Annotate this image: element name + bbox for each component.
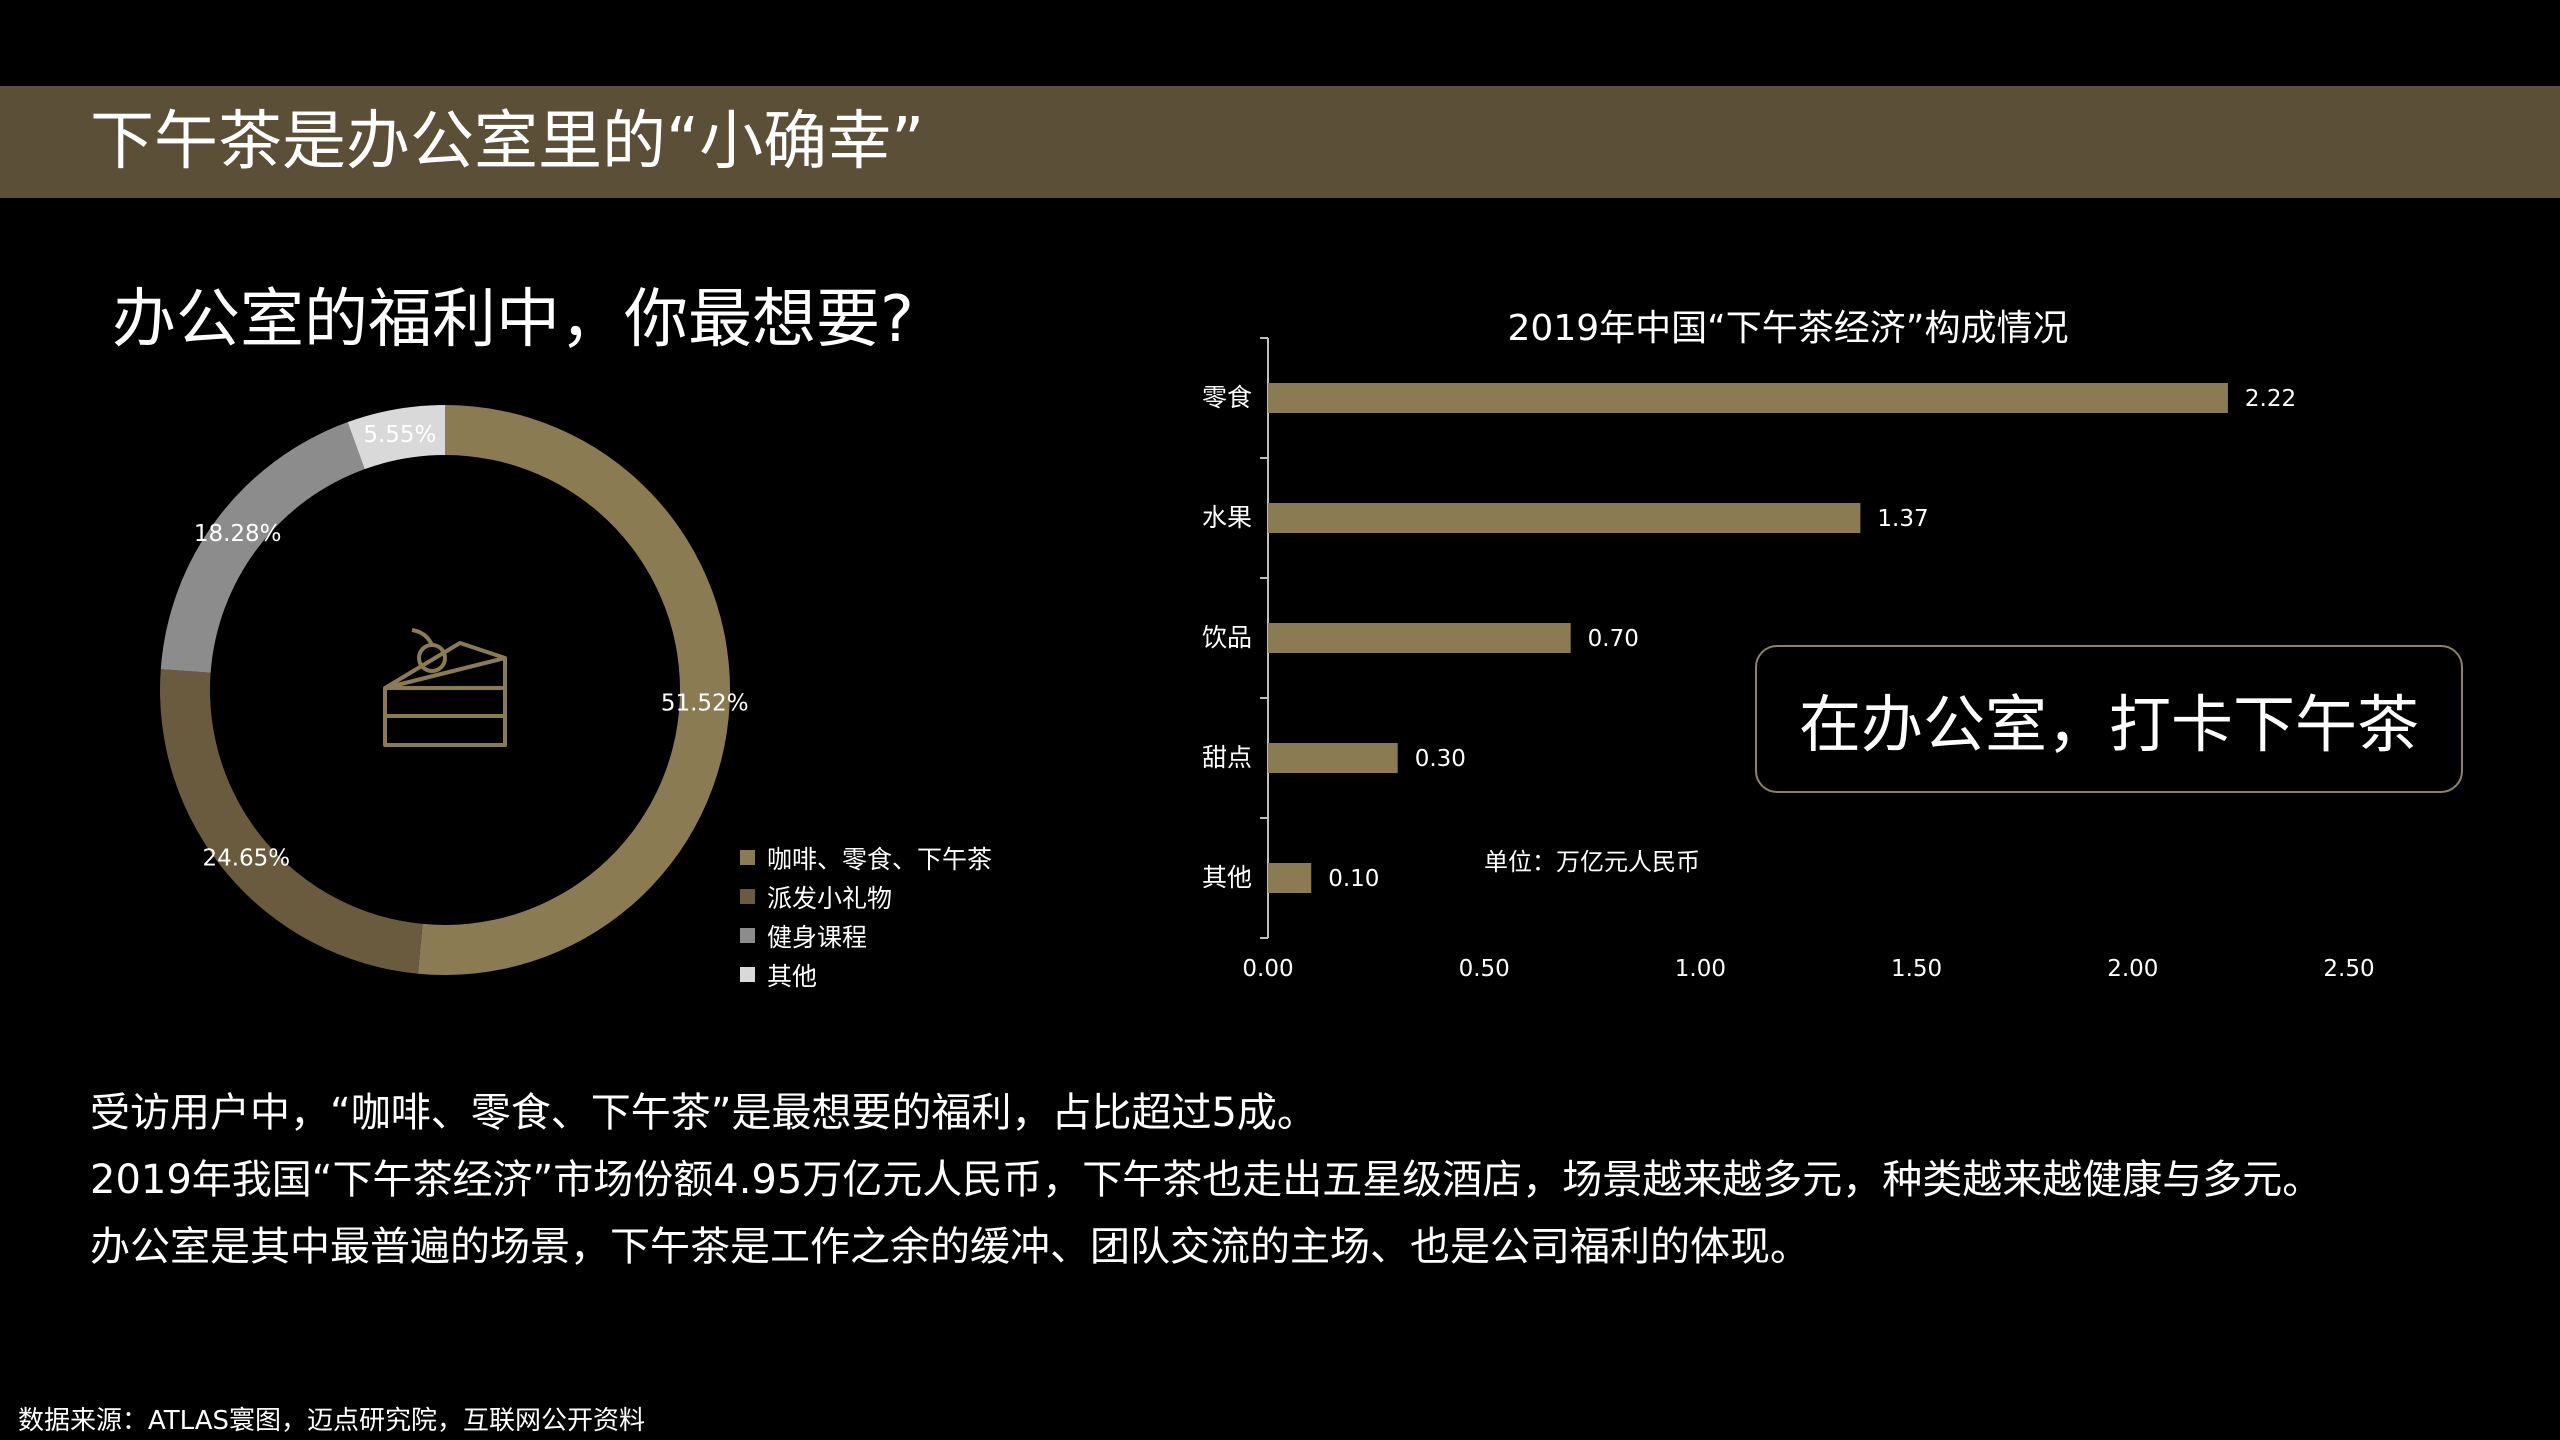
category-label: 其他 xyxy=(1202,863,1252,892)
bar-value-label: 0.10 xyxy=(1328,866,1379,892)
legend-label: 其他 xyxy=(767,961,818,991)
description-line: 受访用户中，“咖啡、零食、下午茶”是最想要的福利，占比超过5成。 xyxy=(90,1090,1317,1136)
x-tick-label: 1.00 xyxy=(1675,956,1726,982)
legend-swatch xyxy=(740,967,755,982)
legend-label: 健身课程 xyxy=(767,922,868,952)
legend-swatch xyxy=(740,850,755,865)
x-tick-label: 2.50 xyxy=(2323,956,2374,982)
donut-slice-label: 18.28% xyxy=(194,521,282,547)
donut-slice-label: 51.52% xyxy=(661,690,749,716)
page-title: 下午茶是办公室里的“小确幸” xyxy=(90,105,925,179)
category-label: 水果 xyxy=(1202,503,1252,532)
bar xyxy=(1268,503,1861,533)
donut-slice-label: 24.65% xyxy=(202,846,290,872)
description-paragraph: 受访用户中，“咖啡、零食、下午茶”是最想要的福利，占比超过5成。 2019年我国… xyxy=(90,1080,2322,1281)
legend-swatch xyxy=(740,928,755,943)
bar-chart-title: 2019年中国“下午茶经济”构成情况 xyxy=(1508,308,2069,349)
legend-label: 咖啡、零食、下午茶 xyxy=(767,844,993,874)
description-line: 办公室是其中最普遍的场景，下午茶是工作之余的缓冲、团队交流的主场、也是公司福利的… xyxy=(90,1224,1810,1270)
category-label: 零食 xyxy=(1202,383,1252,412)
category-label: 甜点 xyxy=(1202,743,1252,772)
description-line: 2019年我国“下午茶经济”市场份额4.95万亿元人民币，下午茶也走出五星级酒店… xyxy=(90,1157,2323,1203)
x-tick-label: 0.00 xyxy=(1242,956,1293,982)
bar xyxy=(1268,383,2228,413)
bar-chart: 2019年中国“下午茶经济”构成情况 0.00 0.50 1.00 1.50 2.00 2… xyxy=(1202,308,2375,982)
bar-value-label: 0.30 xyxy=(1415,746,1466,772)
title-bar: 下午茶是办公室里的“小确幸” xyxy=(0,86,2560,198)
donut-legend: 咖啡、零食、下午茶 派发小礼物健身课程其他 xyxy=(740,838,992,994)
source-note: 数据来源：ATLAS寰图，迈点研究院，互联网公开资料 xyxy=(18,1406,646,1436)
x-tick-label: 0.50 xyxy=(1459,956,1510,982)
donut-slice xyxy=(160,422,365,673)
donut-slice-label: 5.55% xyxy=(363,422,436,448)
cake-slice-icon xyxy=(383,628,507,747)
donut-section-question: 办公室的福利中，你最想要? xyxy=(112,283,914,357)
bar-value-label: 0.70 xyxy=(1588,626,1639,652)
legend-label: 派发小礼物 xyxy=(767,883,893,913)
x-tick-label: 1.50 xyxy=(1891,956,1942,982)
legend-item: 健身课程 xyxy=(740,916,992,955)
donut-slice xyxy=(159,669,423,974)
category-label: 饮品 xyxy=(1202,623,1252,652)
donut-slice xyxy=(347,405,445,470)
bar-value-label: 2.22 xyxy=(2245,386,2296,412)
callout-box: 在办公室，打卡下午茶 xyxy=(1755,645,2463,793)
bar xyxy=(1268,743,1398,773)
bar-value-label: 1.37 xyxy=(1877,506,1928,532)
donut-chart: 51.52% 24.65% 18.28% 5.55% xyxy=(159,405,749,975)
bar xyxy=(1268,863,1312,893)
legend-swatch xyxy=(740,889,755,904)
legend-item: 咖啡、零食、下午茶 xyxy=(740,838,992,877)
unit-note: 单位：万亿元人民币 xyxy=(1484,848,1700,876)
x-tick-label: 2.00 xyxy=(2107,956,2158,982)
legend-item: 派发小礼物 xyxy=(740,877,992,916)
legend-item: 其他 xyxy=(740,955,992,994)
donut-slice xyxy=(417,405,731,975)
bar xyxy=(1268,623,1571,653)
